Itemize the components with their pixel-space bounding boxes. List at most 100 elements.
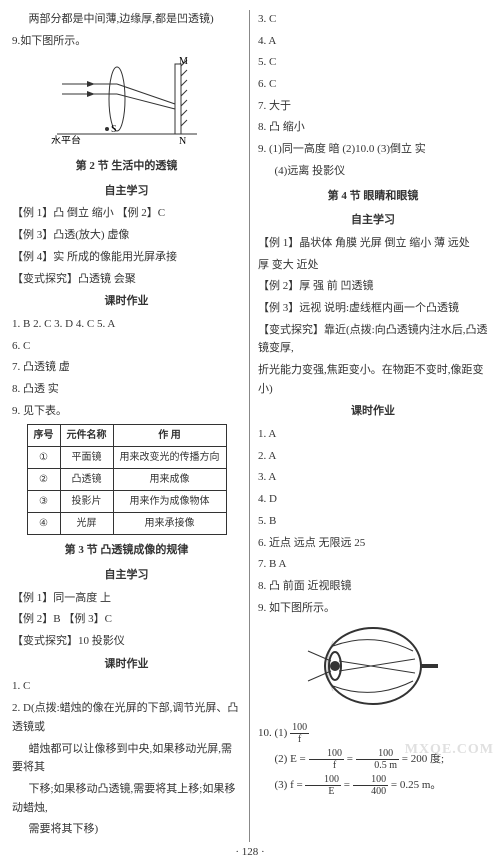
table-cell: 用来成像 bbox=[113, 469, 226, 491]
answer-line: 1. B 2. C 3. D 4. C 5. A bbox=[12, 315, 241, 334]
text-line: 9.如下图所示。 bbox=[12, 32, 241, 51]
table-header: 作 用 bbox=[113, 425, 226, 447]
variant-line: 折光能力变强,焦距变小。在物距不变时,像距变小) bbox=[258, 361, 488, 398]
table-cell: 用来作为成像物体 bbox=[113, 491, 226, 513]
table-cell: 用来承接像 bbox=[113, 513, 226, 535]
section-2-title: 第 2 节 生活中的透镜 bbox=[12, 157, 241, 176]
table-cell: 用来改变光的传播方向 bbox=[113, 447, 226, 469]
eq-lead: (2) E = bbox=[275, 753, 306, 765]
table-row: ① 平面镜 用来改变光的传播方向 bbox=[27, 447, 226, 469]
text-line: 两部分都是中间薄,边缘厚,都是凹透镜) bbox=[12, 10, 241, 29]
example-line: 【例 1】凸 倒立 缩小 【例 2】C bbox=[12, 204, 241, 223]
figure-lens-mirror: S M N 水平台 bbox=[12, 54, 241, 151]
answer-line: 6. C bbox=[258, 75, 488, 94]
subsection-zizhu: 自主学习 bbox=[12, 182, 241, 201]
q10-label: 10. (1) bbox=[258, 727, 287, 739]
answer-line: 1. A bbox=[258, 425, 488, 444]
label-platform: 水平台 bbox=[51, 134, 81, 144]
example-line: 【例 1】晶状体 角膜 光屏 倒立 缩小 薄 远处 bbox=[258, 234, 488, 253]
eq-lead: (3) f = bbox=[275, 779, 303, 791]
answer-line: 6. C bbox=[12, 337, 241, 356]
answer-line: 下移;如果移动凸透镜,需要将其上移;如果移动蜡烛, bbox=[12, 780, 241, 817]
table-row: ③ 投影片 用来作为成像物体 bbox=[27, 491, 226, 513]
answer-line: 3. C bbox=[258, 10, 488, 29]
fraction-num: 100 bbox=[353, 774, 389, 786]
answer-line: 6. 近点 远点 无限远 25 bbox=[258, 534, 488, 553]
table-cell: 光屏 bbox=[60, 513, 113, 535]
answer-line: 9. 见下表。 bbox=[12, 402, 241, 421]
eq-sign: = bbox=[344, 779, 350, 791]
figure-eye bbox=[258, 621, 488, 718]
table-cell: ④ bbox=[27, 513, 60, 535]
answer-line: 7. B A bbox=[258, 555, 488, 574]
example-line: 【例 1】同一高度 上 bbox=[12, 589, 241, 608]
answer-line: 2. D(点拨:蜡烛的像在光屏的下部,调节光屏、凸透镜或 bbox=[12, 699, 241, 736]
answer-line: 9. (1)同一高度 暗 (2)10.0 (3)倒立 实 bbox=[258, 140, 488, 159]
fraction-num: 100 bbox=[309, 748, 345, 760]
answer-line: 9. 如下图所示。 bbox=[258, 599, 488, 618]
eq-tail: = 0.25 m。 bbox=[391, 779, 442, 791]
answer-line: 5. B bbox=[258, 512, 488, 531]
fraction: 100 f bbox=[309, 748, 345, 771]
subsection-homework: 课时作业 bbox=[12, 292, 241, 311]
example-line: 【例 3】凸透(放大) 虚像 bbox=[12, 226, 241, 245]
variant-line: 【变式探究】凸透镜 会聚 bbox=[12, 270, 241, 289]
fraction: 100 0.5 m bbox=[356, 748, 399, 771]
watermark: MXQE.COM bbox=[405, 742, 494, 758]
section-4-title: 第 4 节 眼睛和眼镜 bbox=[258, 187, 488, 206]
table-row: ② 凸透镜 用来成像 bbox=[27, 469, 226, 491]
components-table: 序号 元件名称 作 用 ① 平面镜 用来改变光的传播方向 ② 凸透镜 用来成像 … bbox=[27, 424, 227, 535]
fraction: 100 400 bbox=[353, 774, 389, 797]
example-line: 【例 3】远视 说明:虚线框内画一个凸透镜 bbox=[258, 299, 488, 318]
variant-line: 【变式探究】10 投影仪 bbox=[12, 632, 241, 651]
example-line: 厚 变大 近处 bbox=[258, 256, 488, 275]
answer-line: 7. 大于 bbox=[258, 97, 488, 116]
fraction-den: f bbox=[290, 734, 309, 745]
table-cell: ① bbox=[27, 447, 60, 469]
table-cell: ② bbox=[27, 469, 60, 491]
answer-line: 4. D bbox=[258, 490, 488, 509]
answer-line: (3) f = 100 E = 100 400 = 0.25 m。 bbox=[258, 774, 488, 797]
section-3-title: 第 3 节 凸透镜成像的规律 bbox=[12, 541, 241, 560]
table-header: 元件名称 bbox=[60, 425, 113, 447]
fraction-num: 100 bbox=[356, 748, 399, 760]
answer-line: 4. A bbox=[258, 32, 488, 51]
subsection-homework: 课时作业 bbox=[12, 655, 241, 674]
example-line: 【例 2】厚 强 前 凹透镜 bbox=[258, 277, 488, 296]
table-cell: 投影片 bbox=[60, 491, 113, 513]
answer-line: (4)远离 投影仪 bbox=[258, 162, 488, 181]
table-row: 序号 元件名称 作 用 bbox=[27, 425, 226, 447]
answer-line: 7. 凸透镜 虚 bbox=[12, 358, 241, 377]
fraction-den: 400 bbox=[353, 786, 389, 797]
fraction: 100 f bbox=[290, 722, 309, 745]
fraction: 100 E bbox=[305, 774, 341, 797]
answer-line: 8. 凸 前面 近视眼镜 bbox=[258, 577, 488, 596]
fraction-den: 0.5 m bbox=[356, 760, 399, 771]
table-row: ④ 光屏 用来承接像 bbox=[27, 513, 226, 535]
answer-line: 8. 凸 缩小 bbox=[258, 118, 488, 137]
answer-line: 1. C bbox=[12, 677, 241, 696]
fraction-num: 100 bbox=[305, 774, 341, 786]
label-n: N bbox=[179, 136, 186, 144]
table-header: 序号 bbox=[27, 425, 60, 447]
table-cell: ③ bbox=[27, 491, 60, 513]
example-line: 【例 2】B 【例 3】C bbox=[12, 610, 241, 629]
right-column: 3. C 4. A 5. C 6. C 7. 大于 8. 凸 缩小 9. (1)… bbox=[250, 10, 488, 842]
subsection-zizhu: 自主学习 bbox=[258, 211, 488, 230]
answer-line: 5. C bbox=[258, 53, 488, 72]
variant-line: 【变式探究】靠近(点拨:向凸透镜内注水后,凸透镜变厚, bbox=[258, 321, 488, 358]
label-s: S bbox=[111, 124, 117, 135]
table-cell: 平面镜 bbox=[60, 447, 113, 469]
fraction-num: 100 bbox=[290, 722, 309, 734]
answer-line: 2. A bbox=[258, 447, 488, 466]
left-column: 两部分都是中间薄,边缘厚,都是凹透镜) 9.如下图所示。 bbox=[12, 10, 250, 842]
eq-sign: = bbox=[347, 753, 353, 765]
page-number: · 128 · bbox=[0, 846, 500, 858]
answer-line: 3. A bbox=[258, 468, 488, 487]
table-cell: 凸透镜 bbox=[60, 469, 113, 491]
subsection-homework: 课时作业 bbox=[258, 402, 488, 421]
page-container: 两部分都是中间薄,边缘厚,都是凹透镜) 9.如下图所示。 bbox=[0, 0, 500, 842]
subsection-zizhu: 自主学习 bbox=[12, 566, 241, 585]
fraction-den: E bbox=[305, 786, 341, 797]
example-line: 【例 4】实 所成的像能用光屏承接 bbox=[12, 248, 241, 267]
